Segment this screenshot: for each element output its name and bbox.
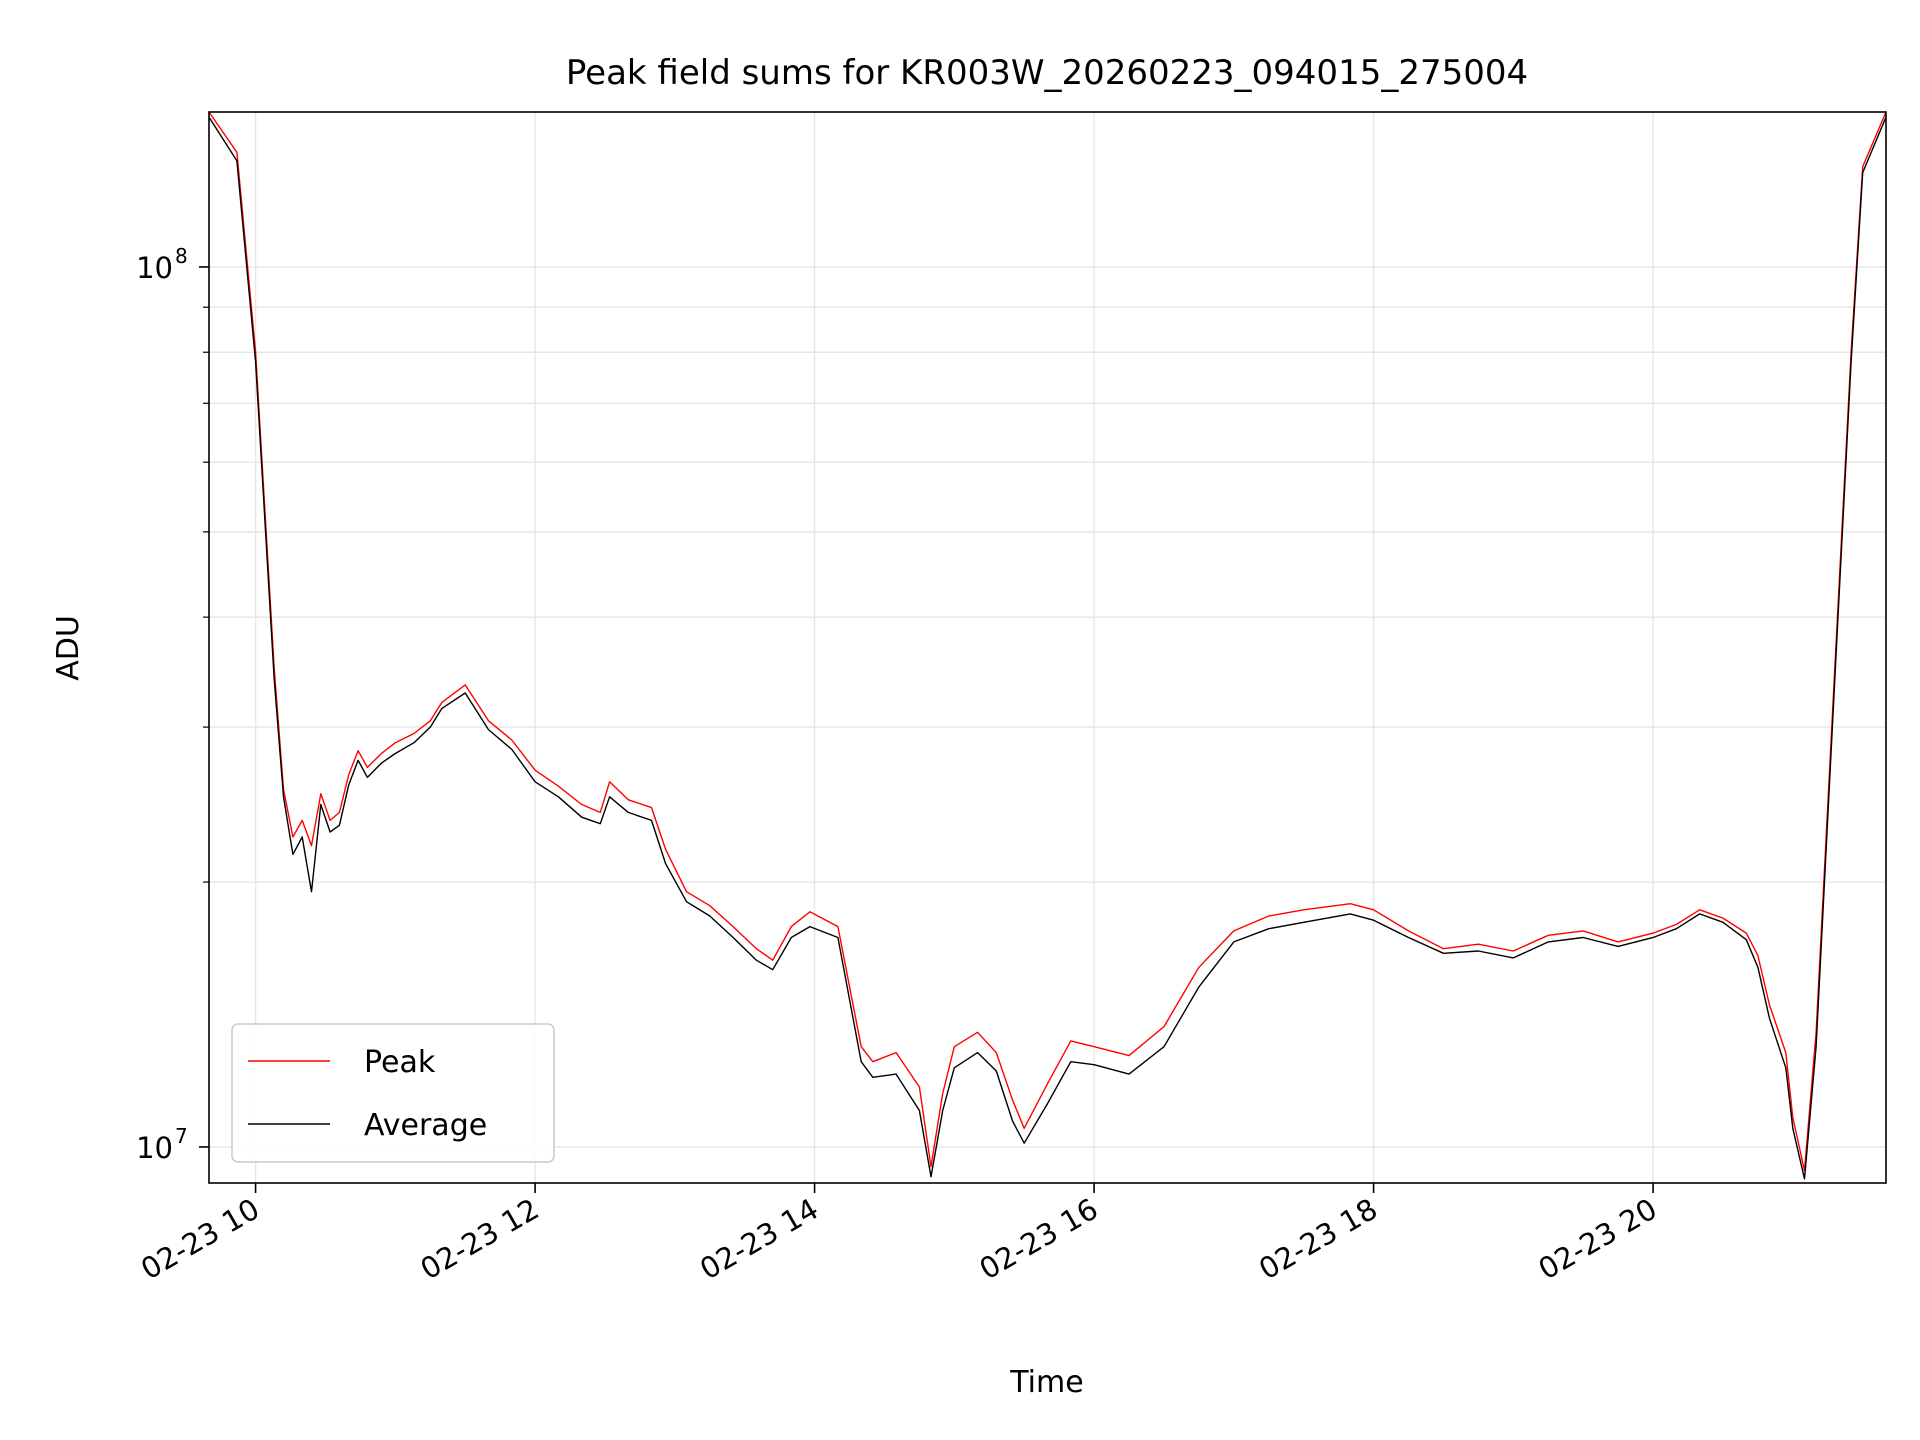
y-axis-label: ADU bbox=[51, 615, 86, 681]
legend-box bbox=[231, 1023, 555, 1163]
series-layer bbox=[208, 111, 1887, 1180]
y-tick-label: 10 bbox=[136, 251, 173, 285]
grid bbox=[209, 112, 1886, 1183]
legend-label-average: Average bbox=[364, 1108, 487, 1143]
series-line-average bbox=[208, 116, 1887, 1180]
plot-area bbox=[209, 112, 1886, 1183]
y-tick-exponent: 8 bbox=[175, 244, 188, 268]
legend-label-peak: Peak bbox=[364, 1045, 436, 1080]
chart-title: Peak field sums for KR003W_20260223_0940… bbox=[566, 53, 1528, 93]
y-tick-exponent: 7 bbox=[175, 1124, 188, 1148]
plot-frame bbox=[208, 111, 1887, 1184]
y-tick-label: 10 bbox=[136, 1131, 173, 1165]
legend: Peak Average bbox=[231, 1023, 555, 1163]
series-line-peak bbox=[208, 111, 1887, 1172]
x-axis-label: Time bbox=[1009, 1365, 1083, 1400]
